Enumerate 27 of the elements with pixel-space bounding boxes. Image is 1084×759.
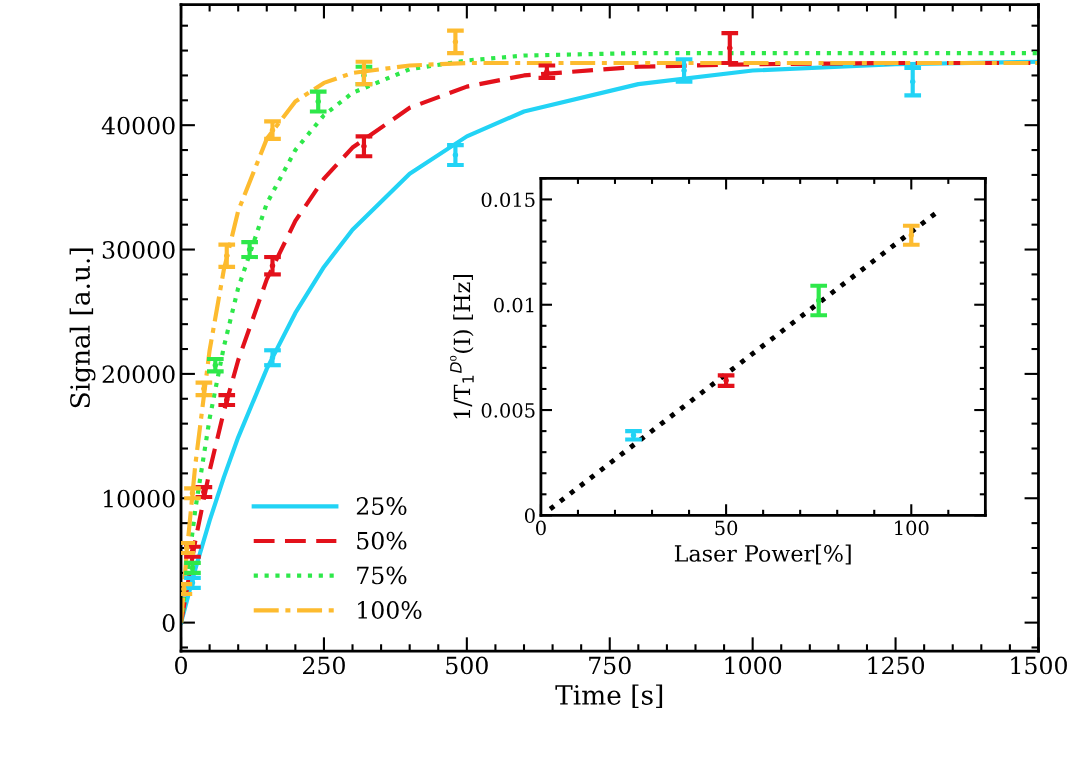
x-tick-label: 1250	[868, 656, 925, 675]
x-tick-label: 1000	[725, 656, 782, 675]
y-axis-title: Signal [a.u.]	[69, 248, 96, 408]
x-tick-label: 0	[175, 656, 187, 675]
x-tick-label: 0	[536, 520, 546, 536]
y-axis-title: 1/T$_{1}$$^{D⁰}$(I) [Hz]	[449, 274, 474, 419]
y-tick-label: 20000	[102, 365, 175, 384]
y-tick-label: 0	[162, 614, 175, 632]
x-axis-title: Time [s]	[555, 684, 663, 709]
legend-label: 100%	[358, 601, 422, 619]
y-tick-label: 10000	[103, 489, 175, 508]
x-tick-label: 1500	[1011, 656, 1067, 675]
y-tick-label: 0.015	[481, 192, 535, 208]
legend-label: 25%	[356, 497, 407, 515]
y-tick-label: 0.01	[494, 297, 534, 313]
x-tick-label: 500	[446, 656, 488, 675]
legend-label: 75%	[357, 566, 407, 585]
y-tick-label: 30000	[102, 240, 175, 259]
x-tick-label: 50	[715, 520, 738, 536]
x-tick-label: 750	[589, 656, 631, 675]
x-tick-label: 250	[303, 656, 345, 675]
legend-label: 50%	[357, 531, 407, 550]
x-tick-label: 100	[895, 520, 929, 536]
y-tick-label: 40000	[101, 116, 175, 135]
y-tick-label: 0.005	[481, 403, 535, 418]
y-tick-label: 0	[524, 508, 535, 524]
x-axis-title: Laser Power[%]	[674, 544, 851, 565]
